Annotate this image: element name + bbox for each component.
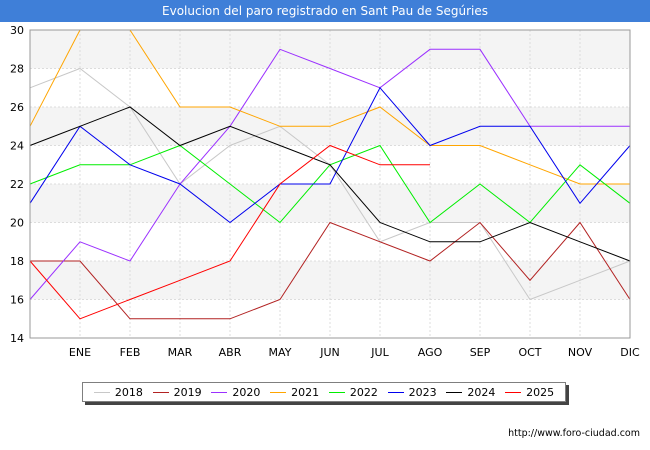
legend-label: 2021 xyxy=(291,385,320,399)
y-tick-label: 14 xyxy=(10,332,24,345)
legend-item-2020: 2020 xyxy=(211,386,260,399)
legend-item-2025: 2025 xyxy=(505,386,554,399)
x-tick-label: OCT xyxy=(518,346,541,359)
x-tick-label: ABR xyxy=(219,346,242,359)
legend-label: 2023 xyxy=(408,385,437,399)
legend-label: 2025 xyxy=(526,385,555,399)
legend-swatch xyxy=(446,391,463,393)
x-tick-label: FEB xyxy=(120,346,141,359)
legend-swatch xyxy=(270,391,287,393)
x-tick-label: MAY xyxy=(269,346,292,359)
y-tick-label: 20 xyxy=(10,217,24,230)
legend-swatch xyxy=(328,391,345,393)
legend-label: 2018 xyxy=(114,385,143,399)
series-line-2019 xyxy=(30,221,631,320)
legend-swatch xyxy=(152,391,169,393)
plot-frame xyxy=(29,29,631,339)
x-tick-label: ENE xyxy=(69,346,91,359)
legend-item-2018: 2018 xyxy=(93,385,143,399)
x-tick-label: SEP xyxy=(470,346,491,359)
y-tick-label: 16 xyxy=(10,294,24,307)
axis-layer xyxy=(29,29,631,339)
y-tick-label: 24 xyxy=(10,140,24,153)
x-tick-labels: ENE FEB MAR ABR MAY JUN JUL AGO SEP OCT NOV DIC xyxy=(69,346,640,359)
legend: 2018 2019 2020 2021 2022 2023 2024 2025 xyxy=(82,382,566,402)
y-tick-label: 22 xyxy=(10,178,24,191)
legend-swatch xyxy=(387,391,404,393)
legend-label: 2020 xyxy=(232,385,261,399)
y-tick-label: 28 xyxy=(10,63,24,76)
series-line-2025 xyxy=(29,144,430,320)
y-tick-label: 30 xyxy=(10,24,24,37)
series-layer xyxy=(29,29,631,320)
x-tick-label: JUL xyxy=(370,346,389,359)
legend-swatch xyxy=(93,391,110,393)
legend-item-2023: 2023 xyxy=(387,385,437,399)
series-line-2023 xyxy=(29,86,631,224)
legend-swatch xyxy=(505,391,522,393)
legend-label: 2022 xyxy=(349,385,378,399)
legend-swatch xyxy=(211,391,228,393)
legend-item-2024: 2024 xyxy=(446,386,495,399)
y-tick-label: 26 xyxy=(10,101,24,114)
legend-item-2022: 2022 xyxy=(328,385,378,399)
legend-item-2019: 2019 xyxy=(152,385,202,399)
x-tick-label: JUN xyxy=(319,346,340,359)
x-tick-label: NOV xyxy=(568,346,593,359)
x-tick-label: MAR xyxy=(168,346,193,359)
x-tick-label: DIC xyxy=(620,346,640,359)
legend-item-2021: 2021 xyxy=(270,386,319,399)
source-credit[interactable]: http://www.foro-ciudad.com xyxy=(508,428,640,439)
chart-title: Evolucion del paro registrado en Sant Pa… xyxy=(0,0,650,22)
x-tick-label: AGO xyxy=(418,346,443,359)
legend-label: 2024 xyxy=(467,385,496,399)
y-tick-labels: 14 16 18 20 22 24 26 28 30 xyxy=(10,24,24,345)
series-line-2024 xyxy=(29,106,631,262)
y-tick-label: 18 xyxy=(10,255,24,268)
legend-label: 2019 xyxy=(173,385,202,399)
